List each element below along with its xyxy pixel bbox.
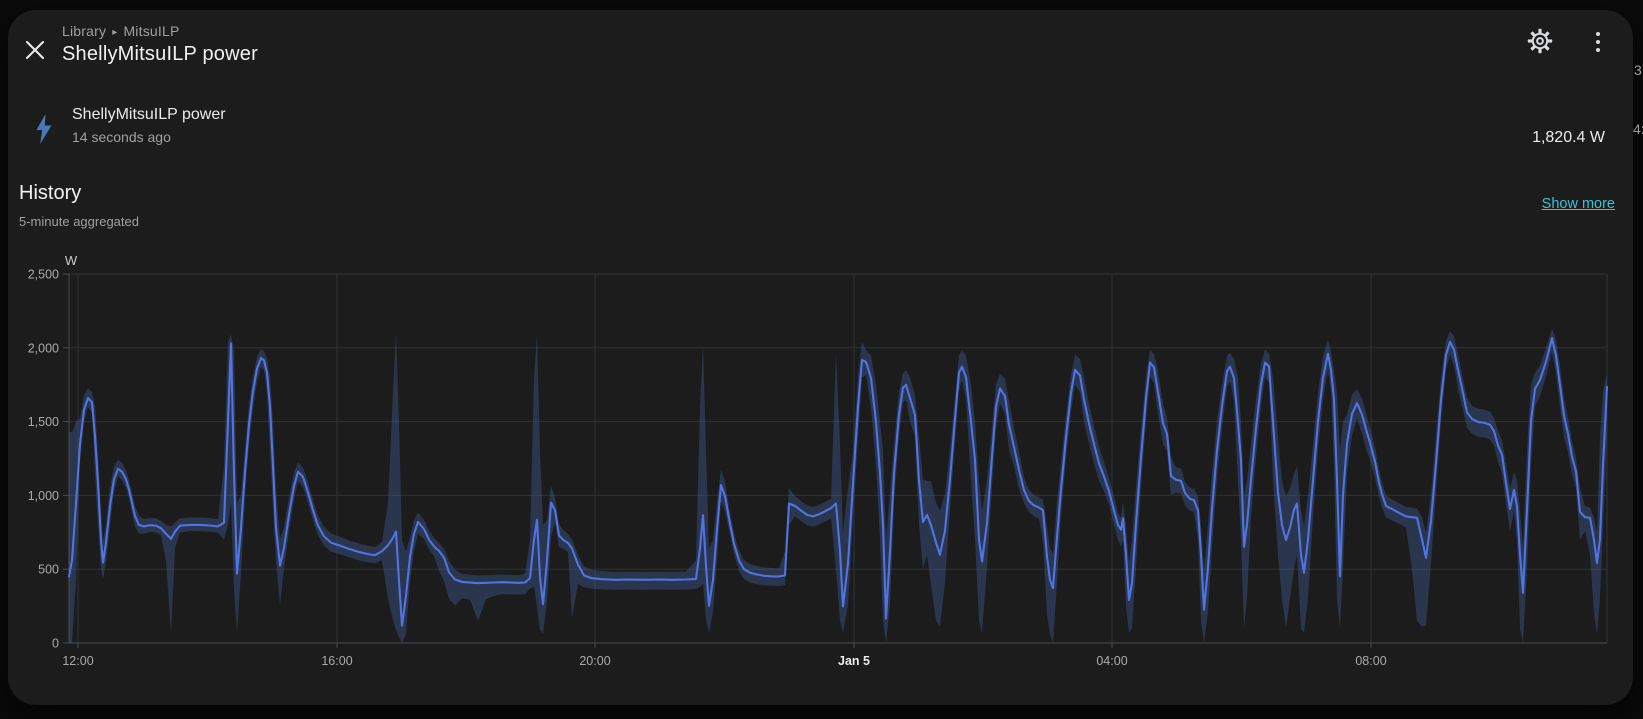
svg-text:04:00: 04:00 xyxy=(1096,654,1127,668)
backdrop-text-fragment: 3 xyxy=(1634,62,1642,78)
dialog-header: Library ▸ MitsuILP ShellyMitsuILP power xyxy=(8,10,1633,90)
svg-text:1,000: 1,000 xyxy=(28,489,59,503)
gear-icon xyxy=(1527,28,1553,57)
settings-button[interactable] xyxy=(1522,24,1558,60)
svg-text:W: W xyxy=(65,253,78,268)
close-button[interactable] xyxy=(18,34,52,68)
entity-name: ShellyMitsuILP power xyxy=(72,106,226,123)
svg-text:0: 0 xyxy=(52,637,59,651)
breadcrumb-separator-icon: ▸ xyxy=(112,27,118,38)
svg-text:500: 500 xyxy=(38,563,59,577)
vertical-dots-icon xyxy=(1595,31,1601,53)
entity-last-changed: 14 seconds ago xyxy=(72,129,171,145)
svg-text:16:00: 16:00 xyxy=(321,654,352,668)
svg-text:2,000: 2,000 xyxy=(28,341,59,355)
svg-text:12:00: 12:00 xyxy=(62,654,93,668)
breadcrumb-leaf[interactable]: MitsuILP xyxy=(123,23,180,39)
show-more-link[interactable]: Show more xyxy=(1541,196,1615,212)
entity-state-value: 1,820.4 W xyxy=(1532,129,1605,146)
svg-text:20:00: 20:00 xyxy=(579,654,610,668)
history-aggregation-note: 5-minute aggregated xyxy=(19,214,139,229)
overflow-menu-button[interactable] xyxy=(1580,24,1616,60)
svg-text:Jan 5: Jan 5 xyxy=(838,654,870,668)
breadcrumb-root[interactable]: Library xyxy=(62,23,107,39)
dialog-title: ShellyMitsuILP power xyxy=(62,43,258,65)
history-section-title: History xyxy=(19,182,82,204)
power-flash-icon xyxy=(35,113,53,150)
close-icon xyxy=(25,40,45,63)
history-chart-container: 0 500 1,000 1,500 2,000 2,500 12:00 16:00 20:00 J… xyxy=(15,240,1630,680)
svg-text:08:00: 08:00 xyxy=(1355,654,1386,668)
history-chart[interactable]: 0 500 1,000 1,500 2,000 2,500 12:00 16:00 20:00 J… xyxy=(15,240,1630,680)
entity-dialog: Library ▸ MitsuILP ShellyMitsuILP power xyxy=(8,10,1633,705)
breadcrumb[interactable]: Library ▸ MitsuILP xyxy=(62,23,180,39)
svg-text:2,500: 2,500 xyxy=(28,268,59,282)
backdrop-text-fragment: 4: xyxy=(1633,121,1643,137)
svg-text:1,500: 1,500 xyxy=(28,415,59,429)
